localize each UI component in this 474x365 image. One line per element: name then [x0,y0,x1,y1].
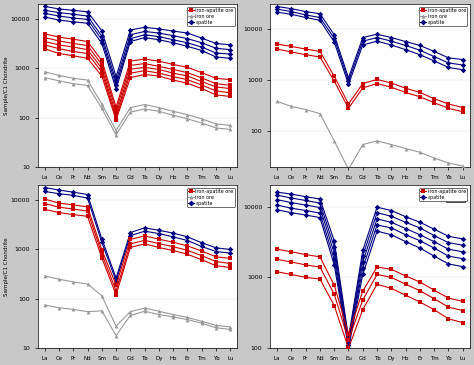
Text: (b): (b) [448,9,464,19]
Legend: iron-apatite ore, apatite: iron-apatite ore, apatite [419,188,467,201]
Legend: iron-apatite ore, iron ore, apatite: iron-apatite ore, iron ore, apatite [187,188,235,207]
Legend: iron-apatite ore, iron ore, apatite: iron-apatite ore, iron ore, apatite [419,7,467,26]
Text: (c): (c) [217,190,231,200]
Legend: iron-apatite ore, iron ore, apatite: iron-apatite ore, iron ore, apatite [187,7,235,26]
Y-axis label: Sample/C1 Chondrite: Sample/C1 Chondrite [4,56,9,115]
Text: (a): (a) [216,9,231,19]
Text: (d): (d) [448,190,464,200]
Y-axis label: Sample/C1 Chondrite: Sample/C1 Chondrite [4,237,9,296]
